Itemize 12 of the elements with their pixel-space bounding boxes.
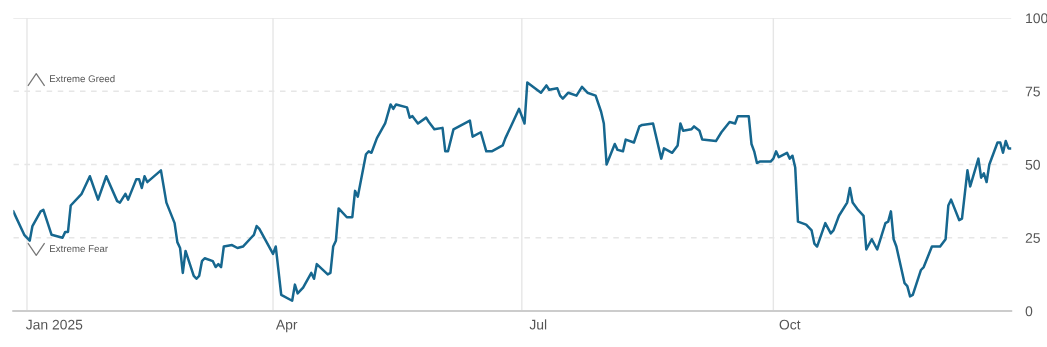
x-tick-label: Apr: [275, 319, 298, 333]
y-tick-label: 75: [1025, 86, 1040, 97]
x-tick-label: Jan 2025: [25, 319, 83, 330]
y-tick-label: 25: [1025, 233, 1040, 243]
annotation: Extreme Greed: [50, 75, 115, 83]
x-tick-label: Oct: [779, 319, 801, 330]
y-tick-label: 50: [1025, 159, 1040, 170]
line-series: [13, 81, 1012, 302]
y-tick-label: 100: [1026, 13, 1047, 24]
x-tick-label: Jul: [529, 319, 547, 330]
y-tick-label: 0: [1025, 306, 1033, 317]
annotation: Extreme Fear: [50, 245, 108, 253]
